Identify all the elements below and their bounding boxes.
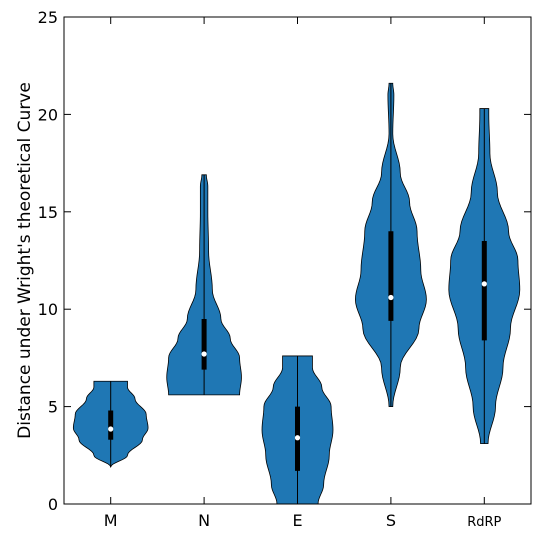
y-tick-label: 5 <box>48 398 58 417</box>
y-tick-label: 25 <box>38 8 58 27</box>
violin-m <box>72 380 149 468</box>
x-tick-label-n: N <box>198 511 210 530</box>
violin-s <box>355 82 427 407</box>
plot-frame <box>63 16 532 505</box>
x-tick-label-m: M <box>104 511 118 530</box>
violins-layer <box>72 82 521 505</box>
median-point <box>108 426 114 432</box>
x-tick-label-e: E <box>292 511 302 530</box>
y-tick-label: 0 <box>48 495 58 514</box>
x-tick-label-s: S <box>386 511 396 530</box>
median-point <box>481 281 487 287</box>
median-point <box>294 435 301 441</box>
y-axis-label: Distance under Wright's theoretical Curv… <box>15 82 35 439</box>
x-tick-label-rdrp: RdRP <box>467 515 501 530</box>
y-tick-label: 15 <box>38 203 58 222</box>
y-tick-label: 20 <box>38 105 58 124</box>
violin-e <box>261 355 334 505</box>
violin-n <box>166 174 242 396</box>
median-point <box>201 351 207 357</box>
violin-rdrp <box>448 108 521 445</box>
x-axis-ticks: M N E S RdRP <box>104 17 502 530</box>
y-tick-label: 10 <box>38 300 58 319</box>
median-point <box>388 294 394 301</box>
